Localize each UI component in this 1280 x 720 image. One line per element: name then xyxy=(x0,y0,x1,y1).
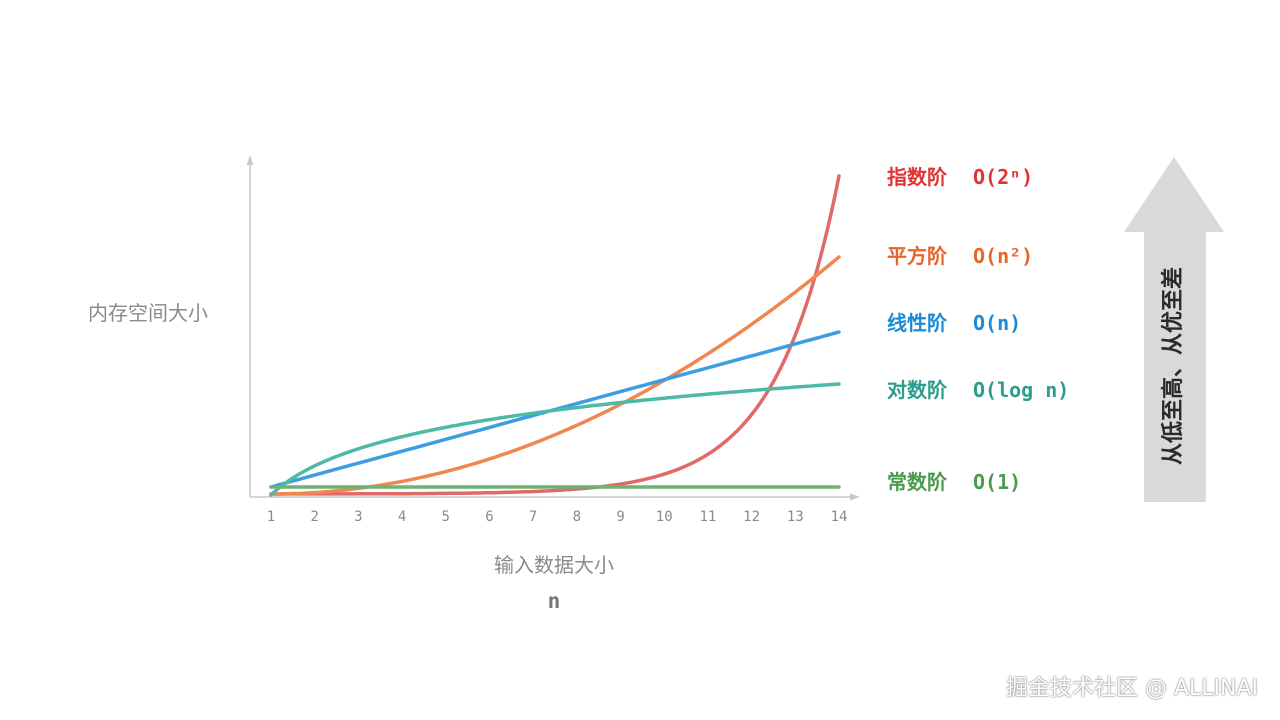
up-arrow-icon xyxy=(1124,157,1224,502)
x-tick-label: 10 xyxy=(656,509,673,525)
legend-complexity-exponential: O(2ⁿ) xyxy=(973,165,1033,189)
rank-arrow: 从低至高、从优至差 xyxy=(1124,157,1224,502)
legend-name-linear: 线性阶 xyxy=(887,311,948,335)
x-axis-symbol: n xyxy=(548,589,561,613)
axes xyxy=(246,155,860,501)
y-axis-label: 内存空间大小 xyxy=(88,301,208,325)
x-tick-label: 8 xyxy=(573,509,581,525)
legend-name-logarithmic: 对数阶 xyxy=(887,378,948,402)
legend-complexity-linear: O(n) xyxy=(973,311,1021,335)
x-tick-label: 9 xyxy=(616,509,624,525)
x-axis-arrow-icon xyxy=(850,493,860,501)
legend-name-constant: 常数阶 xyxy=(887,470,948,494)
x-tick-label: 6 xyxy=(485,509,493,525)
x-tick-labels: 1 2 3 4 5 6 7 8 9 10 11 12 13 14 xyxy=(267,509,848,525)
series-lines xyxy=(269,174,841,497)
series-line-logarithmic xyxy=(269,382,841,497)
legend-name-exponential: 指数阶 xyxy=(887,165,948,189)
x-tick-label: 5 xyxy=(442,509,450,525)
legend-complexity-constant: O(1) xyxy=(973,470,1021,494)
x-tick-label: 4 xyxy=(398,509,406,525)
legend: 指数阶 O(2ⁿ) 平方阶 O(n²) 线性阶 O(n) 对数阶 O(log n… xyxy=(887,165,1069,494)
watermark: 掘金技术社区 @ ALLINAI xyxy=(1005,676,1258,701)
x-tick-label: 1 xyxy=(267,509,275,525)
x-tick-label: 12 xyxy=(743,509,760,525)
legend-name-quadratic: 平方阶 xyxy=(887,244,948,268)
x-tick-label: 11 xyxy=(699,509,716,525)
rank-arrow-label: 从低至高、从优至差 xyxy=(1160,267,1186,465)
legend-complexity-quadratic: O(n²) xyxy=(973,244,1033,268)
x-tick-label: 2 xyxy=(310,509,318,525)
x-tick-label: 3 xyxy=(354,509,362,525)
x-axis-label: 输入数据大小 xyxy=(494,553,614,577)
x-tick-label: 13 xyxy=(787,509,804,525)
series-line-quadratic xyxy=(269,255,841,496)
x-tick-label: 14 xyxy=(831,509,848,525)
x-tick-label: 7 xyxy=(529,509,537,525)
y-axis-arrow-icon xyxy=(246,155,254,165)
legend-complexity-logarithmic: O(log n) xyxy=(973,378,1069,402)
series-line-exponential xyxy=(269,174,841,496)
